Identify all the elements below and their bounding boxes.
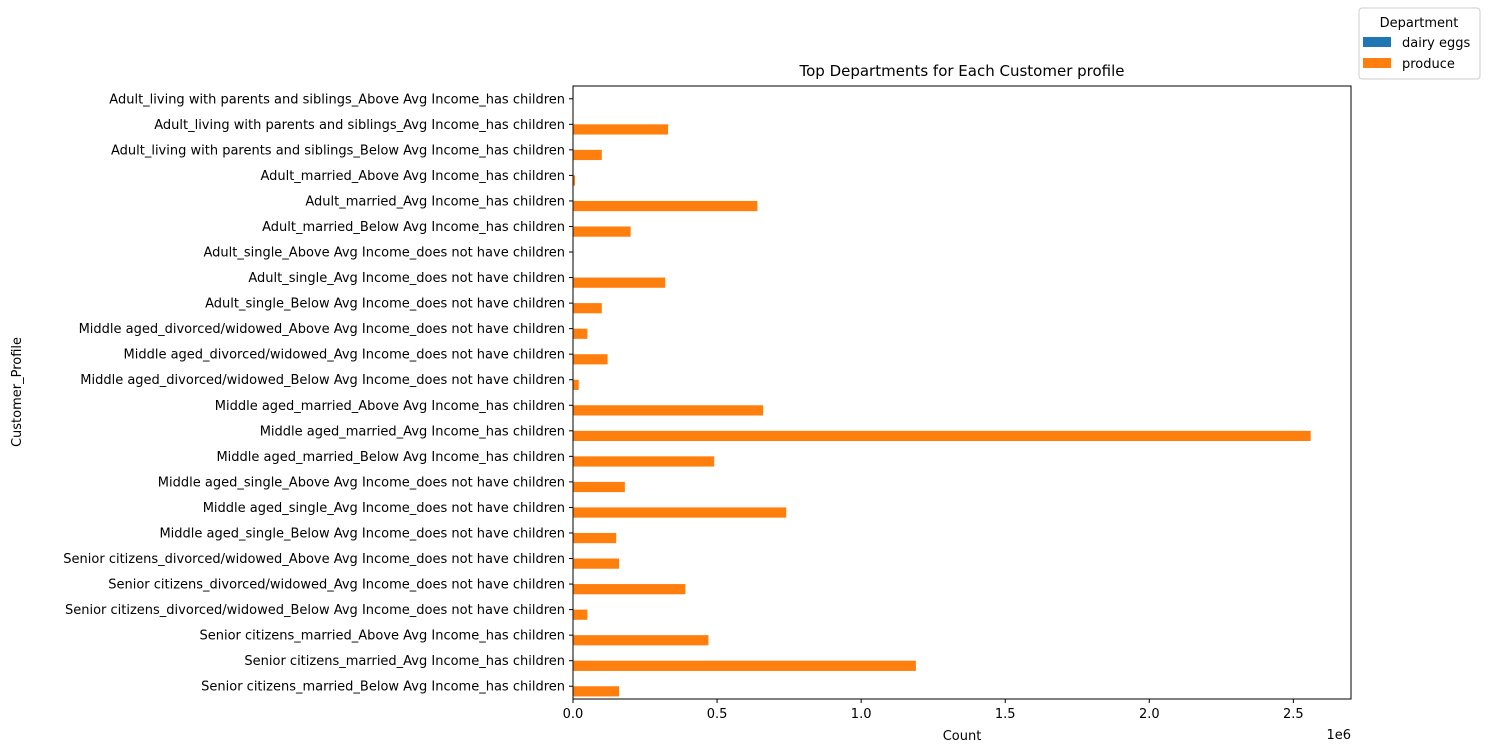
- bar-produce-11: [573, 379, 579, 390]
- y-tick-label-13: Middle aged_married_Avg Income_has child…: [260, 424, 565, 439]
- bar-produce-14: [573, 456, 715, 467]
- bar-produce-4: [573, 200, 758, 212]
- y-tick-label-14: Middle aged_married_Below Avg Income_has…: [216, 450, 565, 465]
- bar-produce-1: [573, 124, 669, 135]
- bar-produce-12: [573, 405, 764, 416]
- bar-produce-17: [573, 532, 617, 544]
- y-tick-label-17: Middle aged_single_Below Avg Income_does…: [159, 526, 565, 541]
- y-axis: Adult_living with parents and siblings_A…: [63, 92, 573, 695]
- bar-produce-13: [573, 430, 1311, 442]
- y-tick-label-21: Senior citizens_married_Above Avg Income…: [199, 629, 565, 644]
- bar-produce-21: [573, 635, 709, 646]
- bar-produce-10: [573, 354, 608, 365]
- bar-produce-15: [573, 481, 625, 493]
- bar-produce-7: [573, 277, 666, 288]
- x-tick-label-5: 2.5: [1283, 707, 1304, 722]
- x-tick-label-3: 1.5: [995, 707, 1016, 722]
- y-tick-label-8: Adult_single_Below Avg Income_does not h…: [205, 297, 565, 312]
- bar-produce-18: [573, 558, 620, 569]
- x-tick-label-0: 0.0: [563, 707, 584, 722]
- y-tick-label-12: Middle aged_married_Above Avg Income_has…: [215, 399, 565, 414]
- bar-produce-9: [573, 328, 588, 339]
- x-tick-label-2: 1.0: [851, 707, 872, 722]
- x-axis-label: Count: [943, 729, 982, 744]
- x-tick-label-4: 2.0: [1139, 707, 1160, 722]
- x-axis: 0.0 0.5 1.0 1.5 2.0 2.5: [563, 699, 1304, 722]
- y-tick-label-7: Adult_single_Avg Income_does not have ch…: [248, 271, 565, 286]
- bars-group: [573, 88, 1311, 697]
- x-axis-scale-label: 1e6: [1326, 728, 1351, 743]
- y-tick-label-22: Senior citizens_married_Avg Income_has c…: [244, 654, 565, 669]
- y-tick-label-15: Middle aged_single_Above Avg Income_does…: [158, 475, 565, 490]
- bar-produce-20: [573, 609, 588, 620]
- bar-produce-3: [573, 175, 576, 186]
- legend-label-produce: produce: [1402, 57, 1455, 72]
- bar-produce-8: [573, 303, 602, 314]
- y-tick-label-4: Adult_married_Avg Income_has children: [305, 194, 565, 209]
- bar-produce-19: [573, 584, 686, 595]
- y-tick-label-3: Adult_married_Above Avg Income_has child…: [260, 169, 565, 184]
- y-tick-label-16: Middle aged_single_Avg Income_does not h…: [203, 501, 565, 516]
- legend-label-dairy-eggs: dairy eggs: [1402, 36, 1471, 51]
- y-tick-label-9: Middle aged_divorced/widowed_Above Avg I…: [79, 322, 565, 337]
- plot-frame: [572, 85, 1352, 700]
- y-tick-label-10: Middle aged_divorced/widowed_Avg Income_…: [124, 348, 566, 363]
- y-tick-label-2: Adult_living with parents and siblings_B…: [111, 143, 565, 158]
- y-tick-label-11: Middle aged_divorced/widowed_Below Avg I…: [80, 373, 565, 388]
- y-tick-label-20: Senior citizens_divorced/widowed_Below A…: [65, 603, 565, 618]
- y-tick-label-23: Senior citizens_married_Below Avg Income…: [201, 680, 565, 695]
- y-axis-label: Customer_Profile: [10, 337, 25, 447]
- bar-produce-5: [573, 226, 631, 237]
- legend-title: Department: [1380, 16, 1459, 31]
- y-tick-label-18: Senior citizens_divorced/widowed_Above A…: [63, 552, 565, 567]
- legend-swatch-produce: [1363, 58, 1391, 68]
- y-tick-label-6: Adult_single_Above Avg Income_does not h…: [203, 246, 565, 261]
- y-tick-label-19: Senior citizens_divorced/widowed_Avg Inc…: [108, 578, 565, 593]
- legend-swatch-dairy-eggs: [1363, 37, 1391, 47]
- y-tick-label-0: Adult_living with parents and siblings_A…: [109, 92, 565, 107]
- bar-produce-22: [573, 660, 916, 671]
- bar-produce-2: [573, 149, 602, 161]
- bar-produce-16: [573, 507, 787, 518]
- y-tick-label-1: Adult_living with parents and siblings_A…: [154, 118, 565, 133]
- legend: Department dairy eggs produce: [1358, 7, 1481, 80]
- y-tick-label-5: Adult_married_Below Avg Income_has child…: [262, 220, 565, 235]
- chart-title: Top Departments for Each Customer profil…: [798, 62, 1124, 80]
- x-tick-label-1: 0.5: [707, 707, 728, 722]
- bar-produce-23: [573, 686, 620, 697]
